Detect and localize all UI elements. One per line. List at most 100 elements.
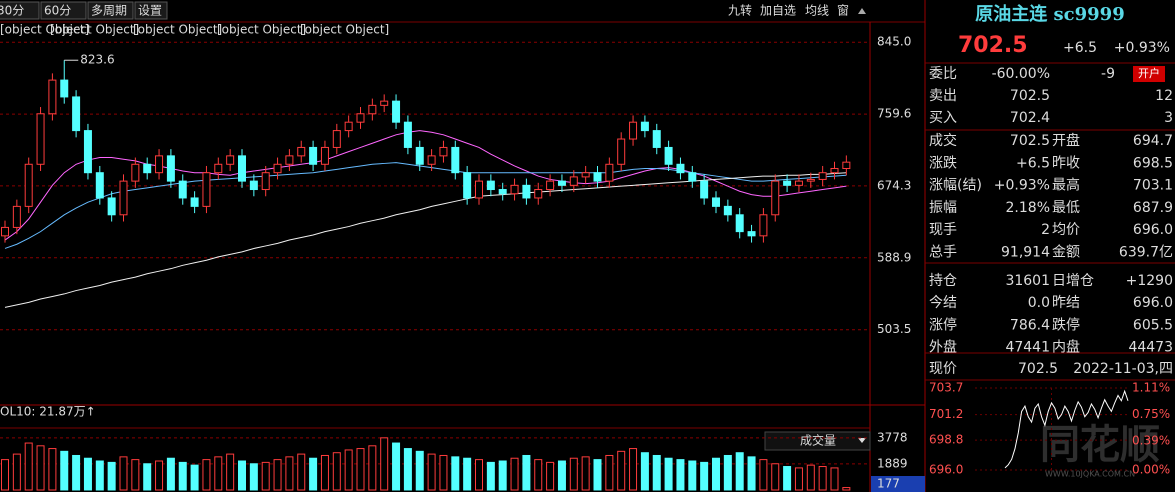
toolbar-label[interactable]: 设置 [138,4,162,18]
volume-bar [794,467,803,491]
candle-body [439,146,448,157]
toolbar-label[interactable]: 加自选 [760,4,796,18]
volume-bar [747,456,756,491]
candle-body [712,197,720,207]
row-label: 买入 [929,110,957,126]
candle-body [344,121,353,132]
toolbar-button[interactable] [40,1,87,20]
candle-body [771,180,780,216]
y-tick-label: 674.3 [877,178,911,192]
row-value: 702.5 [1010,88,1050,104]
candle-body [285,155,294,165]
candle-body [119,180,128,216]
volume-bar [249,463,258,491]
volume-bar [83,457,92,491]
volume-bar [332,452,341,491]
last-volume-box [871,476,925,492]
row-value: -9 [1101,66,1115,82]
toolbar-label[interactable]: 均线 [805,4,829,18]
volume-bar [676,459,685,491]
row-label: 今结 [929,295,957,311]
volume-bar [581,456,590,491]
candle-body [297,146,306,157]
quote-change-pct: +0.93% [1114,40,1170,56]
candle-body [380,100,389,106]
candle-body [664,146,673,165]
candle-body [783,180,792,186]
row-value: 3 [1164,110,1173,126]
candle-body [226,155,235,165]
candle-body [368,104,377,115]
toolbar-button[interactable] [134,1,168,20]
toolbar-label[interactable]: 多周期 [91,4,127,18]
candle-body [700,180,709,199]
volume-bar [688,460,697,491]
row-label: 昨收 [1052,155,1080,171]
candle-body [723,205,732,216]
high-annotation: 823.6 [80,53,114,67]
candle-body [842,161,851,169]
intraday-line [1004,389,1129,469]
watermark: 同花顺 [1040,422,1160,468]
candle-body [83,130,92,174]
volume-bar [356,448,365,491]
row-value: +0.93% [994,178,1050,194]
y-tick-label: 845.0 [877,35,911,49]
row-value: 703.1 [1133,178,1173,194]
open-account-button[interactable] [1133,66,1165,82]
volume-bar [36,445,45,491]
price-label: 现价 [929,361,957,377]
candle-body [735,214,744,233]
volume-bar [593,459,602,491]
icon[interactable] [858,6,866,14]
candle-body [1,226,9,237]
watermark-url: WWW.10JQKA.COM.CN [1045,470,1135,479]
row-value: 687.9 [1133,200,1173,216]
y-tick-label: 696.0 [929,463,963,477]
row-label: 开盘 [1052,132,1080,149]
candle-body [238,155,246,182]
volume-bar [723,454,732,491]
candle-body [214,163,223,174]
volume-bar [522,454,531,491]
candle-body [546,180,555,191]
volume-bar [486,461,495,491]
candle-body [356,113,365,123]
candle-body [12,205,21,228]
toolbar-label[interactable]: 30分 [0,4,24,18]
row-label: 卖出 [929,88,957,104]
open-account-label[interactable]: 开户 [1138,66,1160,80]
row-value: 2 [1041,222,1050,238]
candle-body [640,121,649,132]
volume-bar [368,445,377,491]
candle-body [95,172,104,199]
volume-menu[interactable]: 成交量 [800,433,836,448]
row-label: 振幅 [929,200,957,216]
candle-body [261,172,270,191]
ma-line [4,130,847,241]
candle-body [72,96,81,132]
ma-line [4,172,847,308]
candle-body [107,197,116,216]
volume-bar [155,460,164,491]
row-label: 最高 [1052,177,1080,194]
ma-legend: [object Object] [50,23,139,37]
ma-legend: [object Object] [300,23,389,37]
toolbar-label[interactable]: 九转 [728,3,752,18]
candle-body [629,121,638,140]
volume-bar [143,463,152,491]
row-value: +6.5 [1016,155,1050,171]
y-tick-label: 3778 [877,430,908,444]
row-label: 委比 [929,66,957,82]
volume-menu-box[interactable] [764,431,871,451]
y2-tick-label: 0.00% [1132,463,1170,477]
row-label: 成交 [929,132,957,149]
toolbar-button[interactable] [0,1,40,20]
toolbar-label[interactable]: 60分 [44,4,71,18]
volume-bar [557,460,566,491]
toolbar-button[interactable] [87,1,134,20]
row-value: 44473 [1128,340,1173,356]
toolbar-label[interactable]: 窗 [837,4,849,18]
volume-bar [119,456,128,491]
